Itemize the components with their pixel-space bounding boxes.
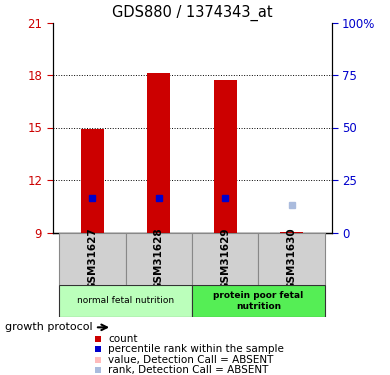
Bar <box>192 232 259 285</box>
Text: rank, Detection Call = ABSENT: rank, Detection Call = ABSENT <box>108 365 268 375</box>
Bar <box>214 80 237 232</box>
Text: percentile rank within the sample: percentile rank within the sample <box>108 344 284 354</box>
Bar <box>259 232 325 285</box>
Text: count: count <box>108 334 138 344</box>
Text: normal fetal nutrition: normal fetal nutrition <box>77 296 174 305</box>
Bar <box>192 285 325 317</box>
Text: growth protocol: growth protocol <box>5 322 93 332</box>
Bar <box>147 73 170 232</box>
Text: GSM31627: GSM31627 <box>87 227 98 290</box>
Bar <box>81 129 104 232</box>
Title: GDS880 / 1374343_at: GDS880 / 1374343_at <box>112 5 272 21</box>
Text: GSM31629: GSM31629 <box>220 228 230 290</box>
Text: GSM31628: GSM31628 <box>154 227 164 290</box>
Text: value, Detection Call = ABSENT: value, Detection Call = ABSENT <box>108 355 273 365</box>
Bar <box>126 232 192 285</box>
Bar <box>95 357 101 363</box>
Bar <box>59 285 192 317</box>
Bar <box>95 336 101 342</box>
Text: GSM31630: GSM31630 <box>287 227 297 290</box>
Bar <box>59 232 126 285</box>
Bar <box>95 368 101 374</box>
Text: protein poor fetal
nutrition: protein poor fetal nutrition <box>213 291 303 310</box>
Bar <box>95 346 101 352</box>
